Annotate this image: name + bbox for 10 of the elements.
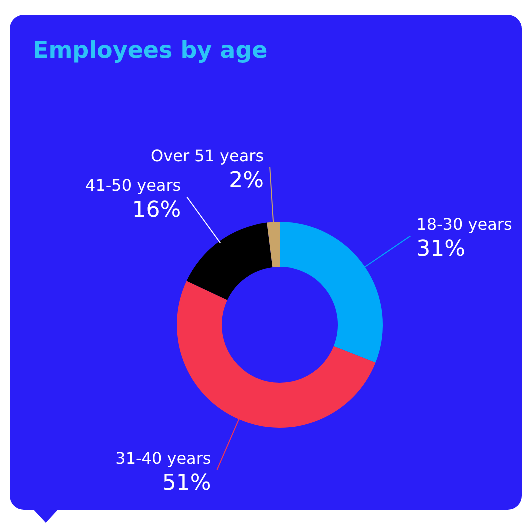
donut-slice bbox=[186, 222, 273, 300]
slice-label: 41-50 years bbox=[86, 176, 182, 196]
data-label: 51% bbox=[162, 471, 212, 496]
slice-label: 18-30 years bbox=[416, 215, 512, 234]
data-label: 31% bbox=[416, 237, 466, 262]
chart-title: Employees by age bbox=[33, 38, 268, 64]
slice-label: 31-40 years bbox=[116, 449, 212, 468]
slice-label: Over 51 years bbox=[151, 146, 264, 166]
data-label: 16% bbox=[132, 198, 182, 224]
data-label: 2% bbox=[229, 168, 264, 194]
